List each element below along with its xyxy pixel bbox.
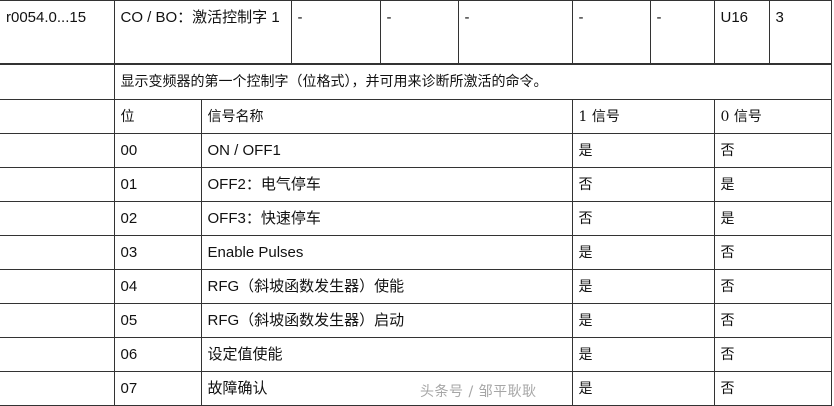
header-signal-name: 信号名称	[200, 99, 573, 134]
zero-signal-cell: 否	[713, 235, 832, 270]
parameter-number: r0054.0...15	[0, 0, 115, 64]
watermark: 头条号 / 邹平耿耿	[420, 384, 537, 400]
bit-cell: 03	[113, 235, 202, 270]
header-one-signal: 1 信号	[571, 99, 715, 134]
bit-cell: 06	[113, 337, 202, 372]
description: 显示变频器的第一个控制字（位格式），并可用来诊断所激活的命令。	[113, 64, 832, 100]
table-row: 05 RFG（斜坡函数发生器）启动是否	[0, 303, 832, 338]
signal-name-cell: ON / OFF1	[200, 133, 573, 168]
signal-name-cell: OFF2：电气停车	[200, 167, 573, 202]
header-bit: 位	[113, 99, 202, 134]
parameter-header-table: r0054.0...15 CO / BO：激活控制字 1 - - - - - U…	[0, 0, 832, 64]
signal-name-cell: Enable Pulses	[200, 235, 573, 270]
bit-cell: 02	[113, 201, 202, 236]
parameter-col: -	[290, 0, 381, 64]
signal-name-cell: OFF3：快速停车	[200, 201, 573, 236]
one-signal-cell: 是	[571, 133, 715, 168]
one-signal-cell: 是	[571, 303, 715, 338]
bit-cell: 07	[113, 371, 202, 406]
table-row: 04 RFG（斜坡函数发生器）使能是否	[0, 269, 832, 304]
parameter-col: -	[571, 0, 651, 64]
table-row: 02 OFF3：快速停车否是	[0, 201, 832, 236]
table-row: 00 ON / OFF1 是否	[0, 133, 832, 168]
signal-name-cell: 设定值使能	[200, 337, 573, 372]
zero-signal-cell: 是	[713, 167, 832, 202]
zero-signal-cell: 是	[713, 201, 832, 236]
parameter-col: -	[379, 0, 459, 64]
table-header-row: 位 信号名称 1 信号 0 信号	[0, 99, 832, 134]
parameter-name: CO / BO：激活控制字 1	[113, 0, 292, 64]
zero-signal-cell: 否	[713, 371, 832, 406]
bit-cell: 01	[113, 167, 202, 202]
one-signal-cell: 是	[571, 371, 715, 406]
bit-table: 显示变频器的第一个控制字（位格式），并可用来诊断所激活的命令。 位 信号名称 1…	[0, 64, 832, 406]
parameter-unit: U16	[713, 0, 770, 64]
header-zero-signal: 0 信号	[713, 99, 832, 134]
parameter-row: r0054.0...15 CO / BO：激活控制字 1 - - - - - U…	[0, 0, 832, 64]
one-signal-cell: 是	[571, 269, 715, 304]
bit-cell: 00	[113, 133, 202, 168]
table-row: 07 故障确认是否	[0, 371, 832, 406]
table-row: 01 OFF2：电气停车否是	[0, 167, 832, 202]
description-row: 显示变频器的第一个控制字（位格式），并可用来诊断所激活的命令。	[0, 64, 832, 100]
bit-cell: 05	[113, 303, 202, 338]
signal-name-cell: RFG（斜坡函数发生器）使能	[200, 269, 573, 304]
signal-name-cell: 故障确认	[200, 371, 573, 406]
parameter-col: -	[457, 0, 573, 64]
bit-cell: 04	[113, 269, 202, 304]
zero-signal-cell: 否	[713, 303, 832, 338]
table-row: 03 Enable Pulses 是否	[0, 235, 832, 270]
table-row: 06 设定值使能是否	[0, 337, 832, 372]
one-signal-cell: 否	[571, 167, 715, 202]
zero-signal-cell: 否	[713, 269, 832, 304]
parameter-col: -	[649, 0, 715, 64]
zero-signal-cell: 否	[713, 337, 832, 372]
one-signal-cell: 是	[571, 235, 715, 270]
one-signal-cell: 否	[571, 201, 715, 236]
parameter-level: 3	[768, 0, 832, 64]
zero-signal-cell: 否	[713, 133, 832, 168]
signal-name-cell: RFG（斜坡函数发生器）启动	[200, 303, 573, 338]
one-signal-cell: 是	[571, 337, 715, 372]
